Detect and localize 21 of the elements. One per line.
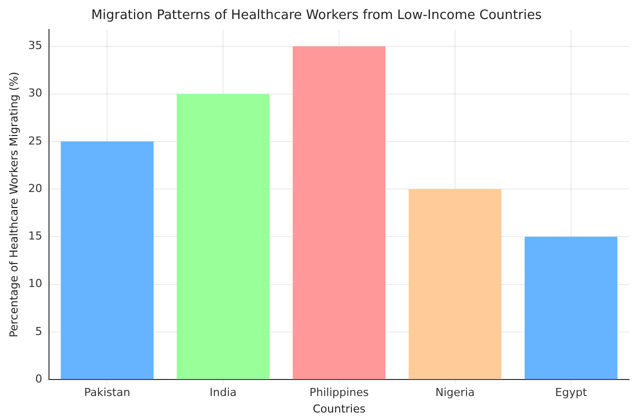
y-tick-label: 10 xyxy=(28,277,42,290)
x-tick-label: Philippines xyxy=(309,386,369,400)
bar xyxy=(292,46,386,380)
x-tick-label: India xyxy=(210,386,237,400)
bar xyxy=(524,236,618,380)
y-tick-label: 15 xyxy=(28,230,42,243)
bar xyxy=(60,142,154,380)
x-tick-label: Nigeria xyxy=(435,386,475,400)
y-tick-label: 30 xyxy=(28,86,42,100)
y-tick-label: 0 xyxy=(35,372,42,386)
y-tick-label: 5 xyxy=(35,324,42,338)
bar xyxy=(176,94,270,380)
y-axis-title: Percentage of Healthcare Workers Migrating (%) xyxy=(7,72,20,338)
y-tick-label: 20 xyxy=(28,182,42,195)
chart-title: Migration Patterns of Healthcare Workers from Low-Income Countries xyxy=(91,8,542,24)
x-tick-label: Egypt xyxy=(555,386,588,400)
y-tick-label: 25 xyxy=(28,134,42,148)
x-axis-title: Countries xyxy=(312,402,366,416)
y-tick-label: 35 xyxy=(28,39,42,52)
x-tick-label: Pakistan xyxy=(84,386,130,400)
bar xyxy=(408,189,502,380)
